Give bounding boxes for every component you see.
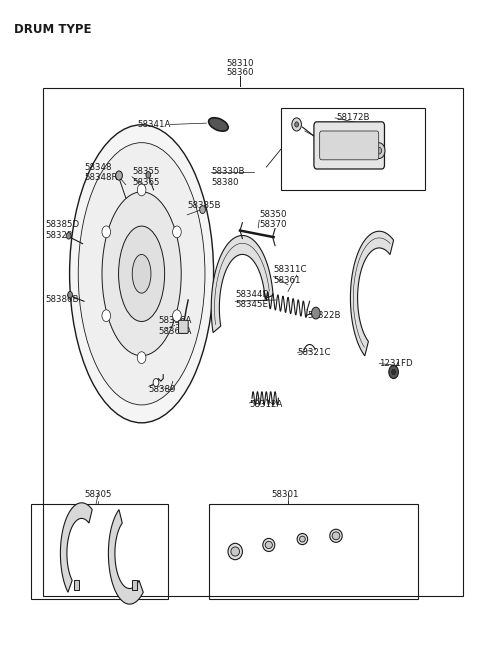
- Polygon shape: [350, 231, 394, 356]
- Text: 58330B: 58330B: [211, 167, 245, 176]
- Text: 58356A: 58356A: [158, 316, 192, 326]
- Circle shape: [146, 172, 151, 178]
- Text: 58365: 58365: [132, 178, 159, 187]
- Text: 58312A: 58312A: [250, 400, 283, 409]
- Circle shape: [116, 171, 122, 180]
- Text: 58350: 58350: [259, 210, 287, 219]
- Bar: [43, 88, 463, 596]
- Text: 58348: 58348: [84, 162, 111, 172]
- Circle shape: [102, 226, 110, 238]
- Circle shape: [102, 310, 110, 322]
- Bar: [31, 504, 168, 599]
- Text: 58310: 58310: [226, 59, 254, 68]
- Text: 58360: 58360: [226, 67, 254, 77]
- Ellipse shape: [297, 533, 308, 545]
- Text: 58386B: 58386B: [46, 295, 79, 304]
- Circle shape: [373, 143, 385, 159]
- Circle shape: [392, 369, 396, 375]
- Polygon shape: [74, 580, 79, 590]
- Ellipse shape: [119, 226, 165, 322]
- Circle shape: [389, 365, 398, 379]
- Text: 58301: 58301: [271, 490, 299, 499]
- Circle shape: [173, 226, 181, 238]
- Circle shape: [295, 122, 299, 127]
- Text: 58305: 58305: [84, 490, 111, 499]
- Ellipse shape: [300, 536, 305, 542]
- Ellipse shape: [330, 529, 342, 542]
- Circle shape: [153, 379, 159, 386]
- Text: 58380: 58380: [211, 178, 239, 187]
- Text: DRUM TYPE: DRUM TYPE: [14, 23, 92, 36]
- FancyBboxPatch shape: [314, 122, 384, 169]
- Polygon shape: [108, 510, 143, 604]
- Text: 58370: 58370: [259, 220, 287, 229]
- Text: 58385D: 58385D: [46, 220, 80, 229]
- Text: 58172B: 58172B: [336, 113, 370, 122]
- FancyBboxPatch shape: [179, 320, 188, 333]
- Polygon shape: [60, 503, 92, 592]
- Ellipse shape: [228, 544, 242, 559]
- Text: 58321C: 58321C: [298, 348, 331, 357]
- Text: 58355: 58355: [132, 167, 159, 176]
- Text: 1231FD: 1231FD: [379, 359, 413, 368]
- Bar: [281, 108, 425, 190]
- Text: 58389: 58389: [149, 385, 176, 394]
- Circle shape: [68, 291, 72, 298]
- Circle shape: [292, 118, 301, 131]
- Text: 58348R: 58348R: [84, 173, 118, 182]
- Ellipse shape: [263, 538, 275, 552]
- Ellipse shape: [70, 124, 214, 423]
- FancyBboxPatch shape: [320, 131, 379, 160]
- Ellipse shape: [332, 532, 340, 540]
- Circle shape: [137, 352, 146, 364]
- Text: 58322B: 58322B: [307, 310, 341, 320]
- Text: 58345E: 58345E: [235, 300, 268, 309]
- Text: 58361: 58361: [274, 276, 301, 285]
- Circle shape: [137, 184, 146, 196]
- Text: 58125F: 58125F: [336, 126, 369, 136]
- Text: 58366A: 58366A: [158, 327, 192, 336]
- Polygon shape: [211, 236, 273, 333]
- Text: 58341A: 58341A: [137, 120, 170, 129]
- Text: 58344D: 58344D: [235, 290, 269, 299]
- Circle shape: [200, 206, 205, 214]
- Ellipse shape: [265, 541, 273, 549]
- Polygon shape: [132, 580, 137, 590]
- Circle shape: [173, 310, 181, 322]
- Circle shape: [377, 147, 382, 154]
- Text: 58385B: 58385B: [187, 201, 221, 210]
- Ellipse shape: [132, 254, 151, 293]
- Bar: [209, 504, 418, 599]
- Text: 58311C: 58311C: [274, 265, 307, 274]
- Ellipse shape: [102, 192, 181, 356]
- Ellipse shape: [231, 547, 240, 556]
- Text: 58323: 58323: [46, 231, 73, 240]
- Ellipse shape: [209, 118, 228, 131]
- Ellipse shape: [78, 143, 205, 405]
- Circle shape: [312, 307, 320, 319]
- Circle shape: [66, 233, 71, 239]
